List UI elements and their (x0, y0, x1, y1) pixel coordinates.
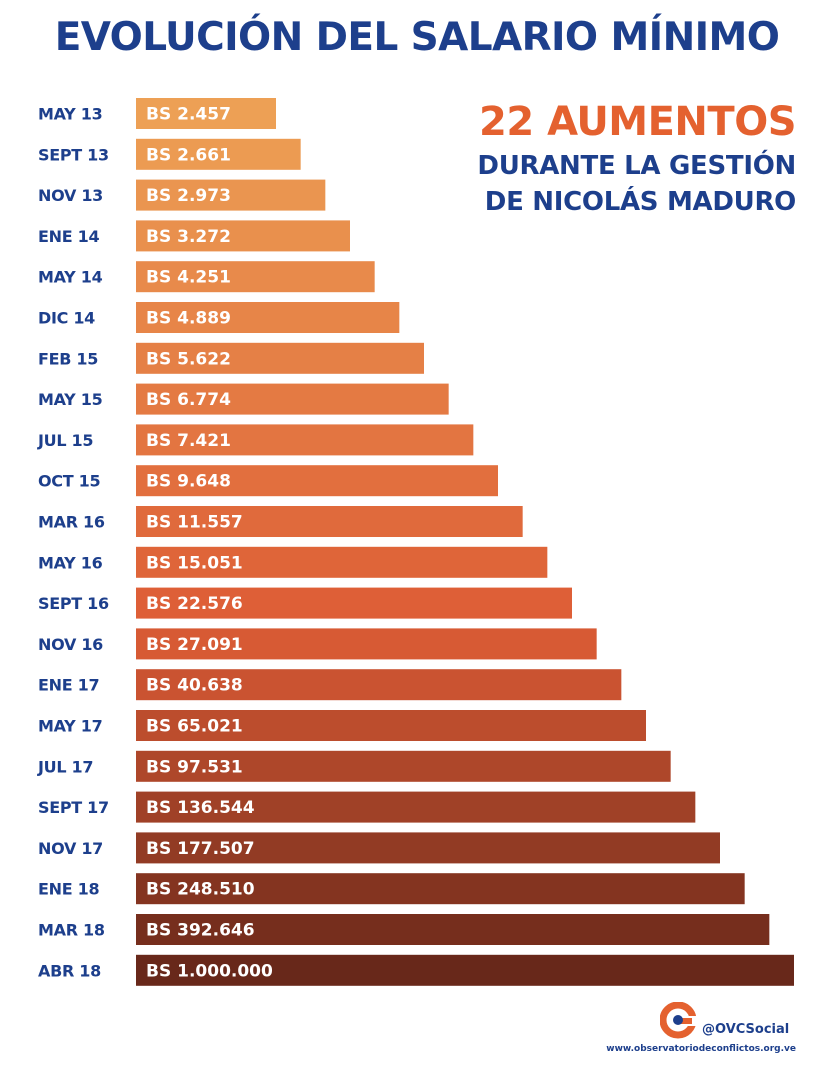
bar-value-label: BS 3.272 (146, 227, 231, 247)
bar-value-label: BS 177.507 (146, 839, 255, 859)
footer: @OVCSocial www.observatoriodeconflictos.… (560, 1000, 800, 1060)
bar (136, 832, 720, 864)
bar-chart: MAY 13 BS 2.457 SEPT 13 BS 2.661 NOV 13 BS 2.… (37, 98, 794, 986)
bar (136, 506, 523, 537)
bar-value-label: BS 97.531 (146, 757, 243, 777)
category-label: NOV 16 (38, 635, 103, 654)
ovc-logo-icon (660, 1002, 697, 1039)
callout-headline: 22 AUMENTOS (479, 99, 797, 145)
bar (136, 261, 375, 293)
bar (136, 710, 646, 741)
category-label: DIC 14 (38, 309, 95, 328)
bar-value-label: BS 1.000.000 (146, 961, 273, 981)
website-url: www.observatoriodeconflictos.org.ve (606, 1044, 796, 1054)
bar-value-label: BS 392.646 (146, 921, 255, 941)
bar (136, 465, 498, 497)
bar (136, 954, 794, 986)
category-label: ENE 17 (38, 676, 99, 695)
bar (136, 669, 622, 701)
bar-value-label: BS 2.661 (146, 145, 231, 165)
bar-value-label: BS 136.544 (146, 798, 255, 818)
bar (136, 424, 474, 456)
bar (136, 302, 400, 333)
bar-value-label: BS 11.557 (146, 513, 243, 533)
category-label: ENE 18 (38, 880, 99, 899)
category-label: MAY 14 (38, 268, 103, 287)
bar (136, 383, 449, 415)
bar-value-label: BS 2.973 (146, 186, 231, 206)
category-label: JUL 17 (37, 757, 93, 776)
bar (136, 628, 597, 660)
page-title: EVOLUCIÓN DEL SALARIO MÍNIMO (54, 15, 780, 60)
bar-value-label: BS 27.091 (146, 635, 243, 655)
bar-value-label: BS 15.051 (146, 553, 243, 573)
category-label: SEPT 17 (38, 798, 109, 817)
bar (136, 220, 350, 252)
category-label: ABR 18 (38, 961, 101, 980)
bar (136, 98, 276, 129)
bar-value-label: BS 248.510 (146, 880, 255, 900)
bar-value-label: BS 40.638 (146, 676, 243, 696)
category-label: MAY 15 (38, 390, 103, 409)
bar (136, 791, 696, 823)
bar (136, 873, 745, 905)
callout-line-2: DE NICOLÁS MADURO (484, 187, 797, 217)
bar (136, 342, 424, 374)
bar (136, 914, 770, 945)
bar (136, 138, 301, 170)
bar (136, 546, 548, 578)
bar-value-label: BS 4.889 (146, 309, 231, 329)
category-label: ENE 14 (38, 227, 99, 246)
bar (136, 750, 671, 782)
category-label: FEB 15 (38, 349, 98, 368)
callout-line-1: DURANTE LA GESTIÓN (477, 151, 796, 181)
category-label: JUL 15 (37, 431, 93, 450)
bar-value-label: BS 65.021 (146, 717, 243, 737)
category-label: MAR 16 (38, 513, 105, 532)
bar-value-label: BS 2.457 (146, 105, 231, 125)
bar-value-label: BS 9.648 (146, 472, 231, 492)
category-label: MAY 13 (38, 105, 102, 124)
category-label: NOV 13 (38, 186, 103, 205)
callout: 22 AUMENTOS DURANTE LA GESTIÓN DE NICOLÁ… (440, 96, 796, 220)
category-label: SEPT 16 (38, 594, 109, 613)
category-label: MAY 16 (38, 553, 103, 572)
category-label: MAY 17 (38, 717, 102, 736)
bar-value-label: BS 22.576 (146, 594, 243, 614)
bar-value-label: BS 4.251 (146, 268, 231, 288)
category-label: SEPT 13 (38, 145, 109, 164)
social-handle: @OVCSocial (702, 1022, 790, 1037)
category-label: OCT 15 (38, 472, 100, 491)
category-label: MAR 18 (38, 921, 105, 940)
category-label: NOV 17 (38, 839, 103, 858)
bar-value-label: BS 5.622 (146, 349, 231, 369)
bar (136, 587, 572, 619)
bar (136, 179, 326, 211)
bar-value-label: BS 7.421 (146, 431, 231, 451)
callout-subtitle: DURANTE LA GESTIÓN DE NICOLÁS MADURO (440, 148, 796, 220)
bar-value-label: BS 6.774 (146, 390, 231, 410)
